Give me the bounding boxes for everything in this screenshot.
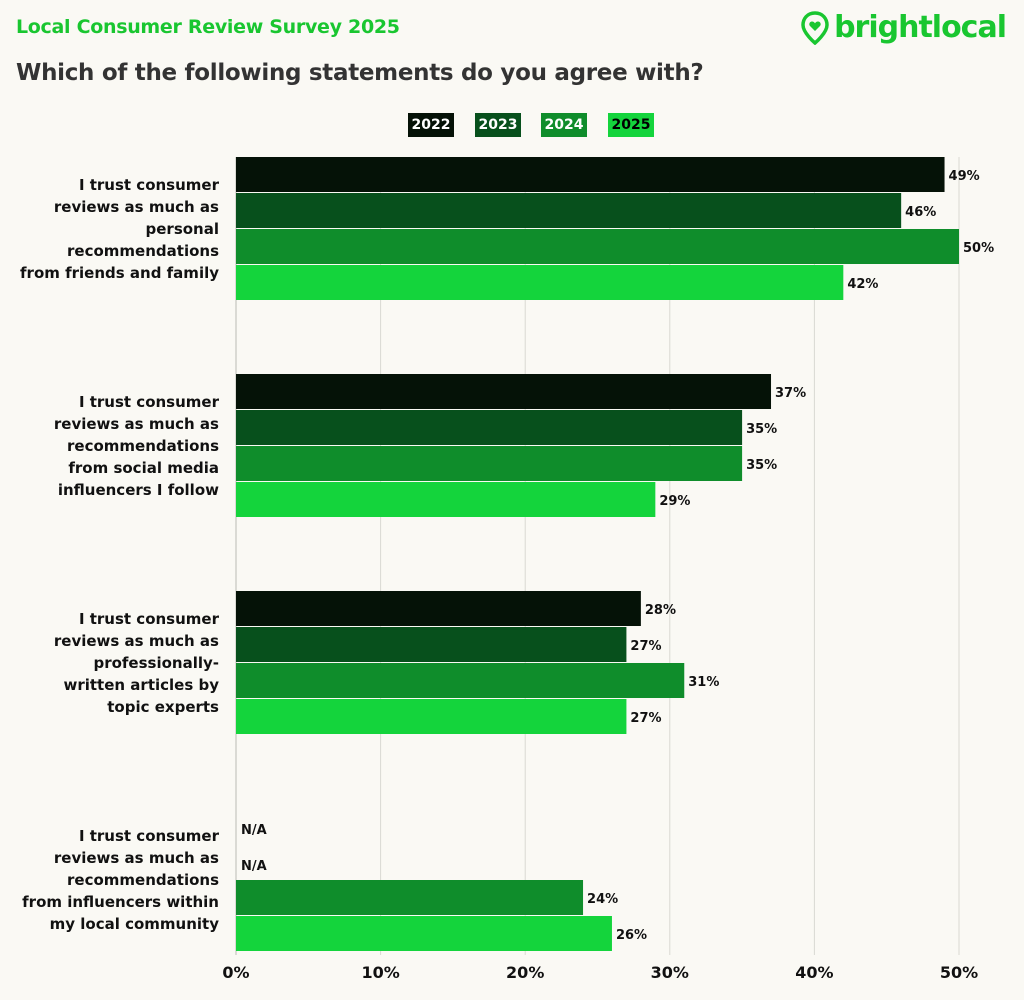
brand-logo: brightlocal (800, 10, 1007, 45)
legend-item-2023: 2023 (475, 113, 521, 137)
location-pin-heart-icon (801, 10, 829, 45)
data-label: 28% (645, 603, 676, 618)
data-label: 27% (630, 711, 661, 726)
data-label: 37% (775, 386, 806, 401)
legend-item-2024: 2024 (541, 113, 587, 137)
chart-question: Which of the following statements do you… (16, 60, 704, 86)
data-label: 27% (630, 639, 661, 654)
survey-title: Local Consumer Review Survey 2025 (16, 16, 400, 38)
data-label: 31% (688, 675, 719, 690)
data-label: 49% (949, 169, 980, 184)
legend-item-2025: 2025 (608, 113, 654, 137)
bar-2023 (236, 193, 902, 228)
bar-2024 (236, 880, 584, 915)
bar-2022 (236, 591, 641, 626)
bar-2024 (236, 446, 743, 481)
data-label: 24% (587, 892, 618, 907)
legend-item-2022: 2022 (408, 113, 454, 137)
x-tick-label: 20% (506, 963, 544, 982)
category-label: I trust consumer reviews as much as recomm… (22, 827, 219, 933)
bar-2022 (236, 157, 945, 192)
data-label: 26% (616, 928, 647, 943)
chart-legend: 2022 2023 2024 2025 (0, 113, 1024, 137)
bar-2023 (236, 627, 627, 662)
data-label: 42% (847, 277, 878, 292)
bar-2024 (236, 663, 685, 698)
bar-2025 (236, 916, 612, 951)
bar-2025 (236, 482, 656, 517)
data-label: 29% (659, 494, 690, 509)
bar-2023 (236, 410, 743, 445)
x-tick-label: 30% (651, 963, 689, 982)
data-label: 46% (905, 205, 936, 220)
data-label: 50% (963, 241, 994, 256)
brand-name: brightlocal (834, 10, 1007, 45)
x-tick-label: 10% (361, 963, 399, 982)
data-label: 35% (746, 458, 777, 473)
x-tick-label: 0% (222, 963, 249, 982)
data-label-na: N/A (241, 823, 267, 838)
bar-2025 (236, 699, 627, 734)
bar-2024 (236, 229, 959, 264)
category-label: I trust consumer reviews as much as recomm… (54, 393, 220, 499)
category-label: I trust consumer reviews as much as profes… (54, 610, 220, 716)
bar-2025 (236, 265, 844, 300)
x-tick-label: 40% (795, 963, 833, 982)
category-label: I trust consumer reviews as much as person… (20, 176, 220, 282)
x-tick-label: 50% (940, 963, 978, 982)
bar-2022 (236, 374, 772, 409)
data-label: 35% (746, 422, 777, 437)
data-label-na: N/A (241, 859, 267, 874)
